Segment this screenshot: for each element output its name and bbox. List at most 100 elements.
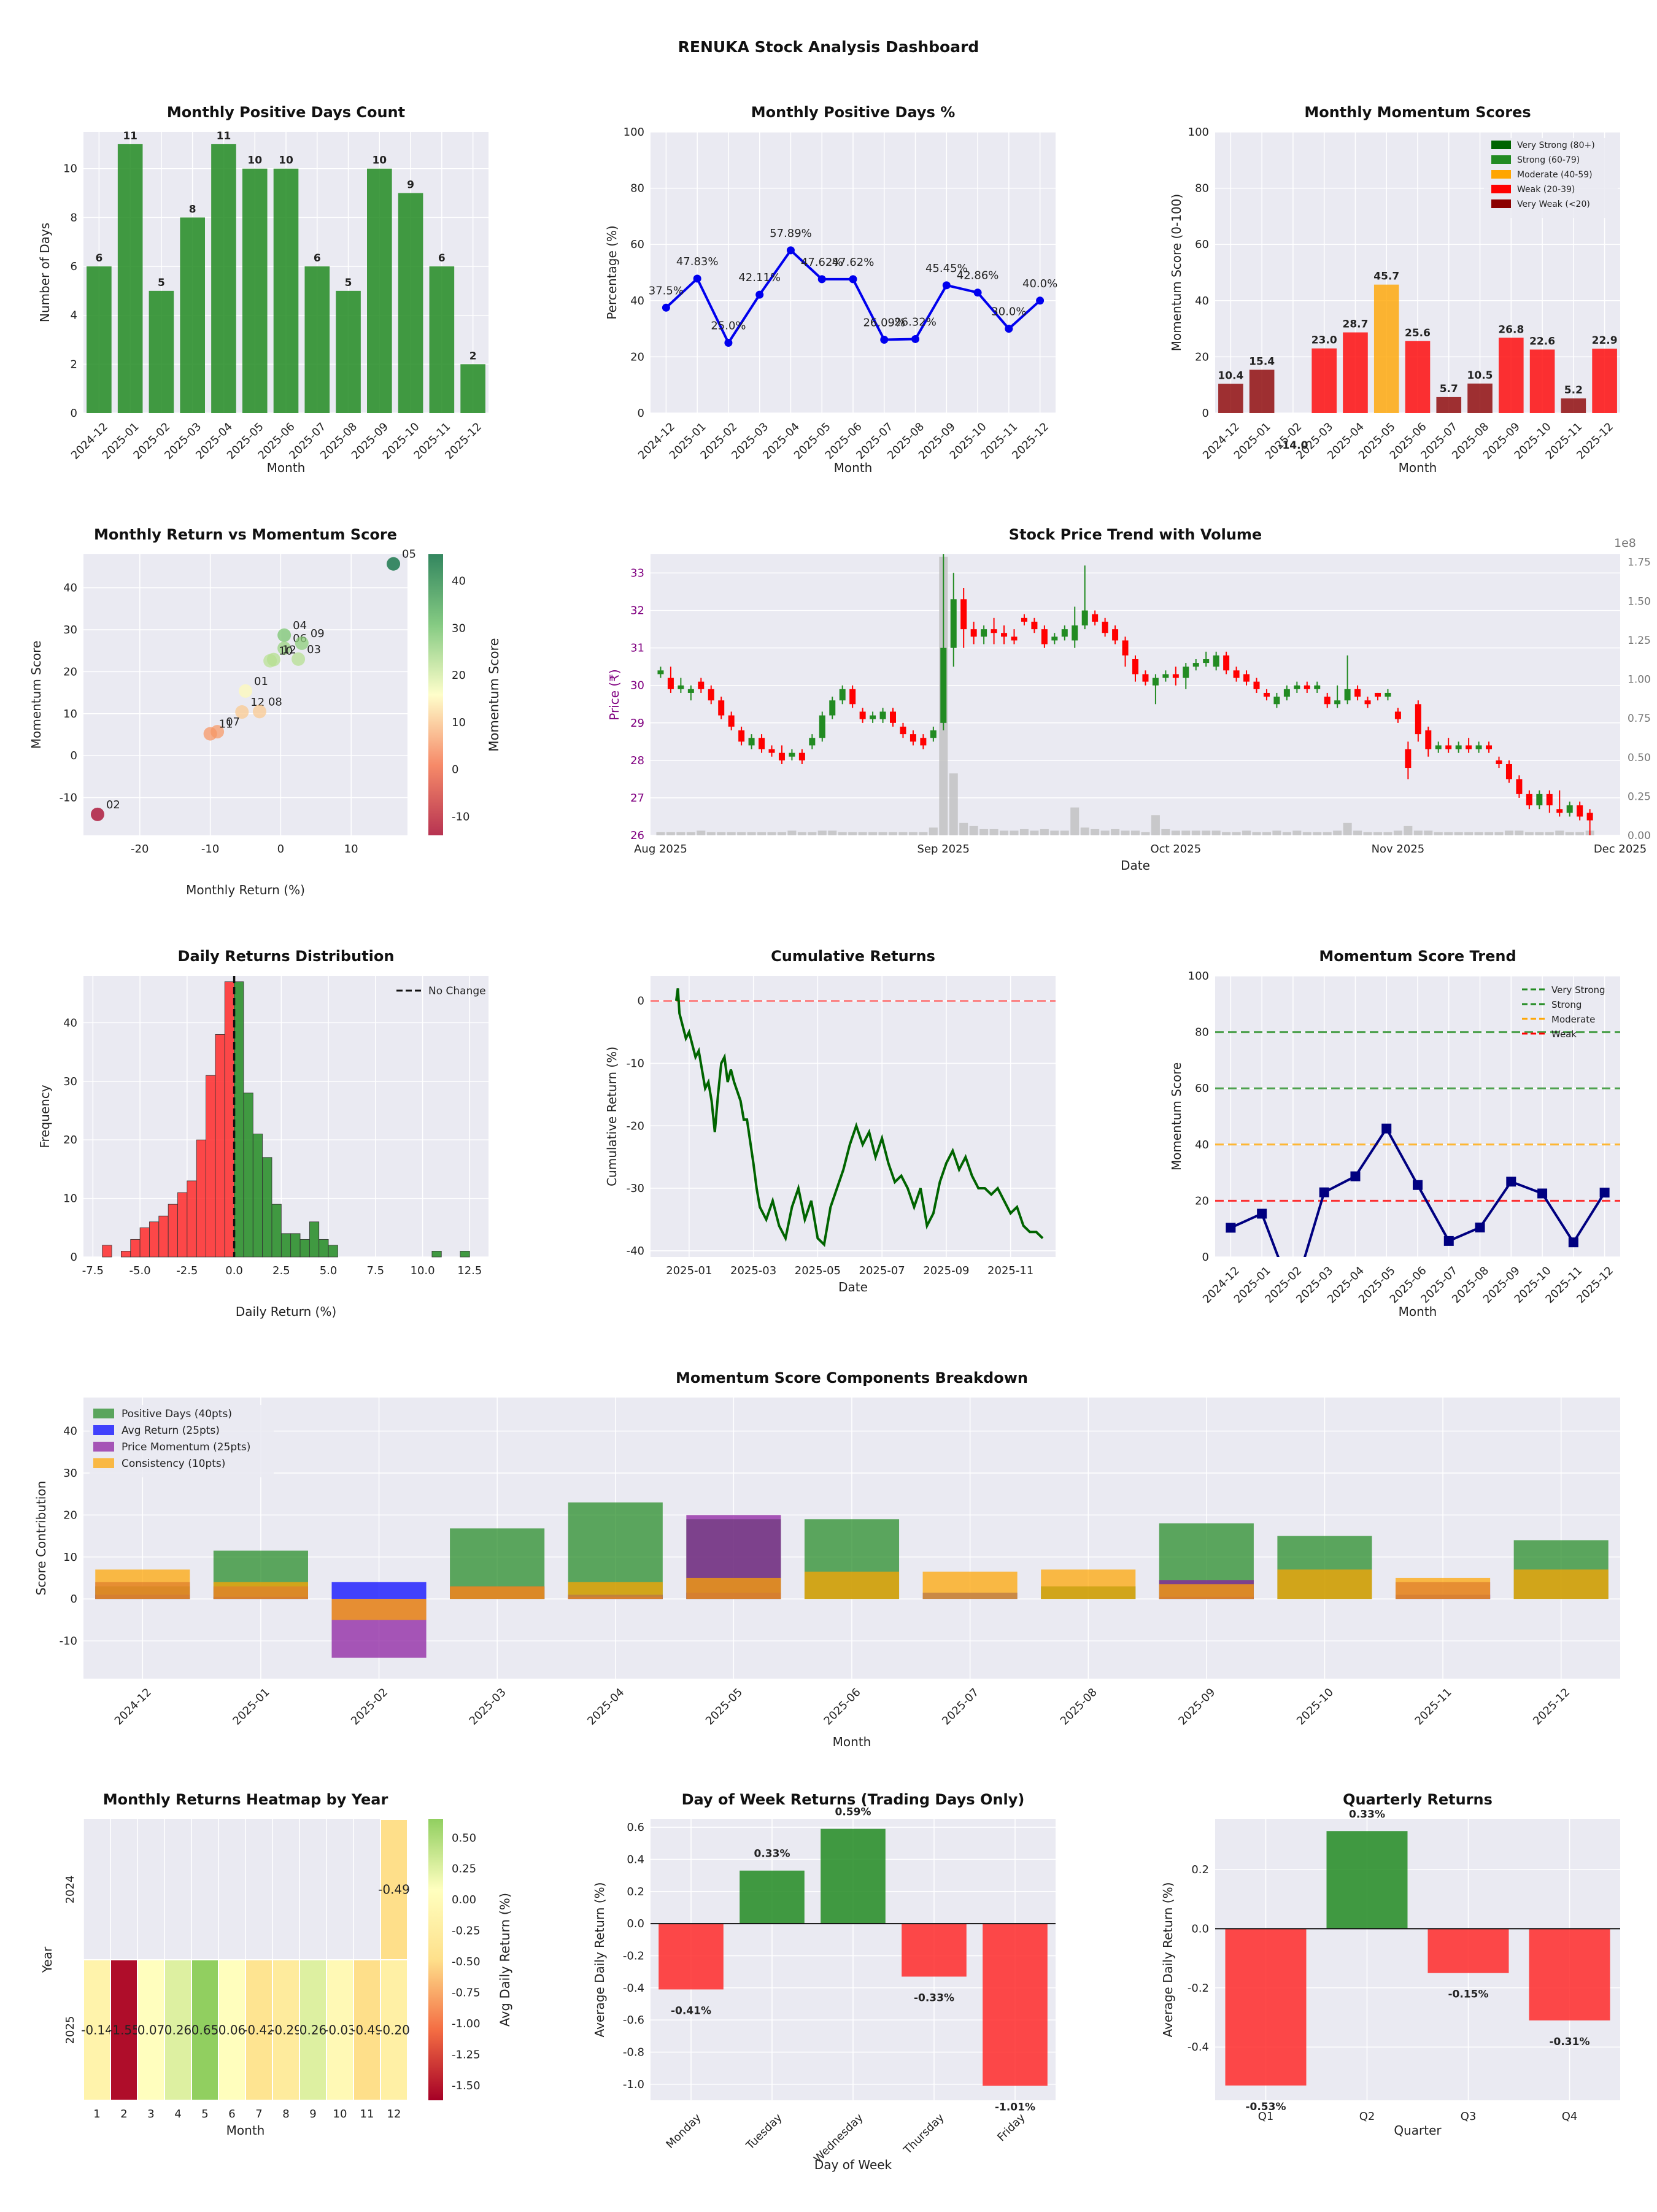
volume-bar [686,832,695,835]
volume-bar [676,832,686,835]
candle-body [879,711,886,719]
scatter-point [266,652,280,667]
y-tick-label: 0 [638,407,644,420]
data-point [911,335,920,343]
stacked-bar-segment [213,1582,308,1599]
volume-bar [777,832,786,835]
bar [1499,338,1524,413]
x-tick-label: 2025-05 [703,1686,745,1728]
candle-body [1425,730,1432,749]
data-point [1226,1223,1236,1233]
histogram-bin [262,1157,272,1258]
y-tick-label: 40 [630,295,644,307]
histogram-bin [460,1251,470,1258]
y-tick-label: 10 [63,1551,77,1564]
x-axis-label: Month [226,2123,265,2138]
bar-value-label: 10 [372,155,387,167]
x-axis-label: Date [838,1280,868,1294]
x-tick-label: 10 [344,843,358,856]
candle-body [960,599,967,630]
y-tick-label: 20 [1195,1194,1209,1207]
heatmap-cell [380,1959,408,2101]
x-axis-label: Month [834,460,873,475]
candle-body [1496,760,1502,764]
y-tick-label: 30 [630,679,644,692]
y-tick-label: 80 [630,182,644,195]
x-tick-label: 2025-09 [1176,1686,1218,1728]
stacked-bar-segment [686,1577,781,1599]
candle-body [768,749,775,753]
y-tick-label: -0.4 [623,1982,644,1995]
volume-bar [1121,830,1130,835]
histogram-bin [234,981,244,1258]
bar [367,168,392,413]
candle-body [1061,629,1068,637]
cell-value-label: 0.26 [164,2023,192,2038]
bar-value-label: 8 [189,203,196,215]
candle-body [1385,692,1391,697]
candle-body [1263,692,1270,697]
volume-bar [898,832,908,835]
volume-bar [1535,832,1544,835]
y-tick-label: 0.0 [1191,1922,1209,1935]
histogram-bin [299,1239,310,1258]
legend-label: Weak [1551,1029,1577,1040]
volume-bar [1030,830,1039,835]
volume-bar [989,829,998,835]
candle-body [1324,697,1331,705]
bar-value-label: 25.6 [1405,327,1431,339]
x-tick-label: Q2 [1359,2110,1375,2123]
x-tick-label: 12.5 [457,1264,482,1277]
bar-value-label: 26.8 [1498,323,1524,336]
volume-bar [949,773,958,835]
momentum_trend-chart: Momentum Score Trend Month Momentum Score 0… [1169,948,1620,1319]
chart-title: Stock Price Trend with Volume [1009,526,1262,543]
colorbar-label: Momentum Score [487,638,501,751]
bar-value-label: 45.7 [1373,271,1399,283]
positive_days_pct-chart: Monthly Positive Days % Month Percentage (… [604,104,1057,475]
candle-body [1192,663,1199,667]
candle-body [1536,794,1543,806]
histogram-bin [177,1192,188,1258]
bar [1218,384,1243,413]
momentum-series [1226,1123,1610,1257]
y-tick-label: 0.2 [627,1885,644,1898]
cell-value-label: 0.65 [191,2023,219,2038]
plot-area [651,554,1620,835]
candle-body [1364,700,1371,705]
x-tick-label: 2025-01 [666,1264,712,1277]
volume-bar [1222,832,1231,835]
data-point [1506,1177,1516,1187]
scatter-point [292,652,306,666]
point-value-label: 26.09% [863,317,905,330]
y-tick-label: 0 [71,407,77,420]
scatter-point [252,705,266,719]
chart-title: Monthly Returns Heatmap by Year [103,1791,388,1808]
legend-label: Positive Days (40pts) [122,1408,232,1420]
y-tick-label: 8 [71,211,77,224]
candle-body [1162,674,1169,678]
colorbar-tick-label: 20 [452,669,466,682]
volume-tick-label: 1.75 [1628,557,1651,569]
x-axis-label: Day of Week [814,2157,892,2172]
volume-tick-label: 1.50 [1628,595,1651,608]
bar-value-label: -1.01% [995,2101,1035,2113]
volume-bar [1363,832,1372,835]
bar [1405,341,1431,413]
volume-bar [969,826,978,835]
bar [242,168,268,413]
candle-body [1445,745,1452,749]
volume-bar [1434,832,1443,835]
histogram-bin [120,1251,131,1258]
x-tick-label: Monday [663,2111,703,2151]
y-tick-label: 2024 [64,1876,77,1904]
point-value-label: 42.86% [957,269,999,282]
y-tick-label: 60 [1195,238,1209,251]
volume-bar [1454,832,1463,835]
positive_days_count-chart: Monthly Positive Days Count Month Number o… [37,104,489,475]
colorbar-tick-label: -1.00 [452,2017,481,2030]
x-tick-label: 2025-03 [730,1264,776,1277]
y-tick-label: -10 [60,791,77,804]
